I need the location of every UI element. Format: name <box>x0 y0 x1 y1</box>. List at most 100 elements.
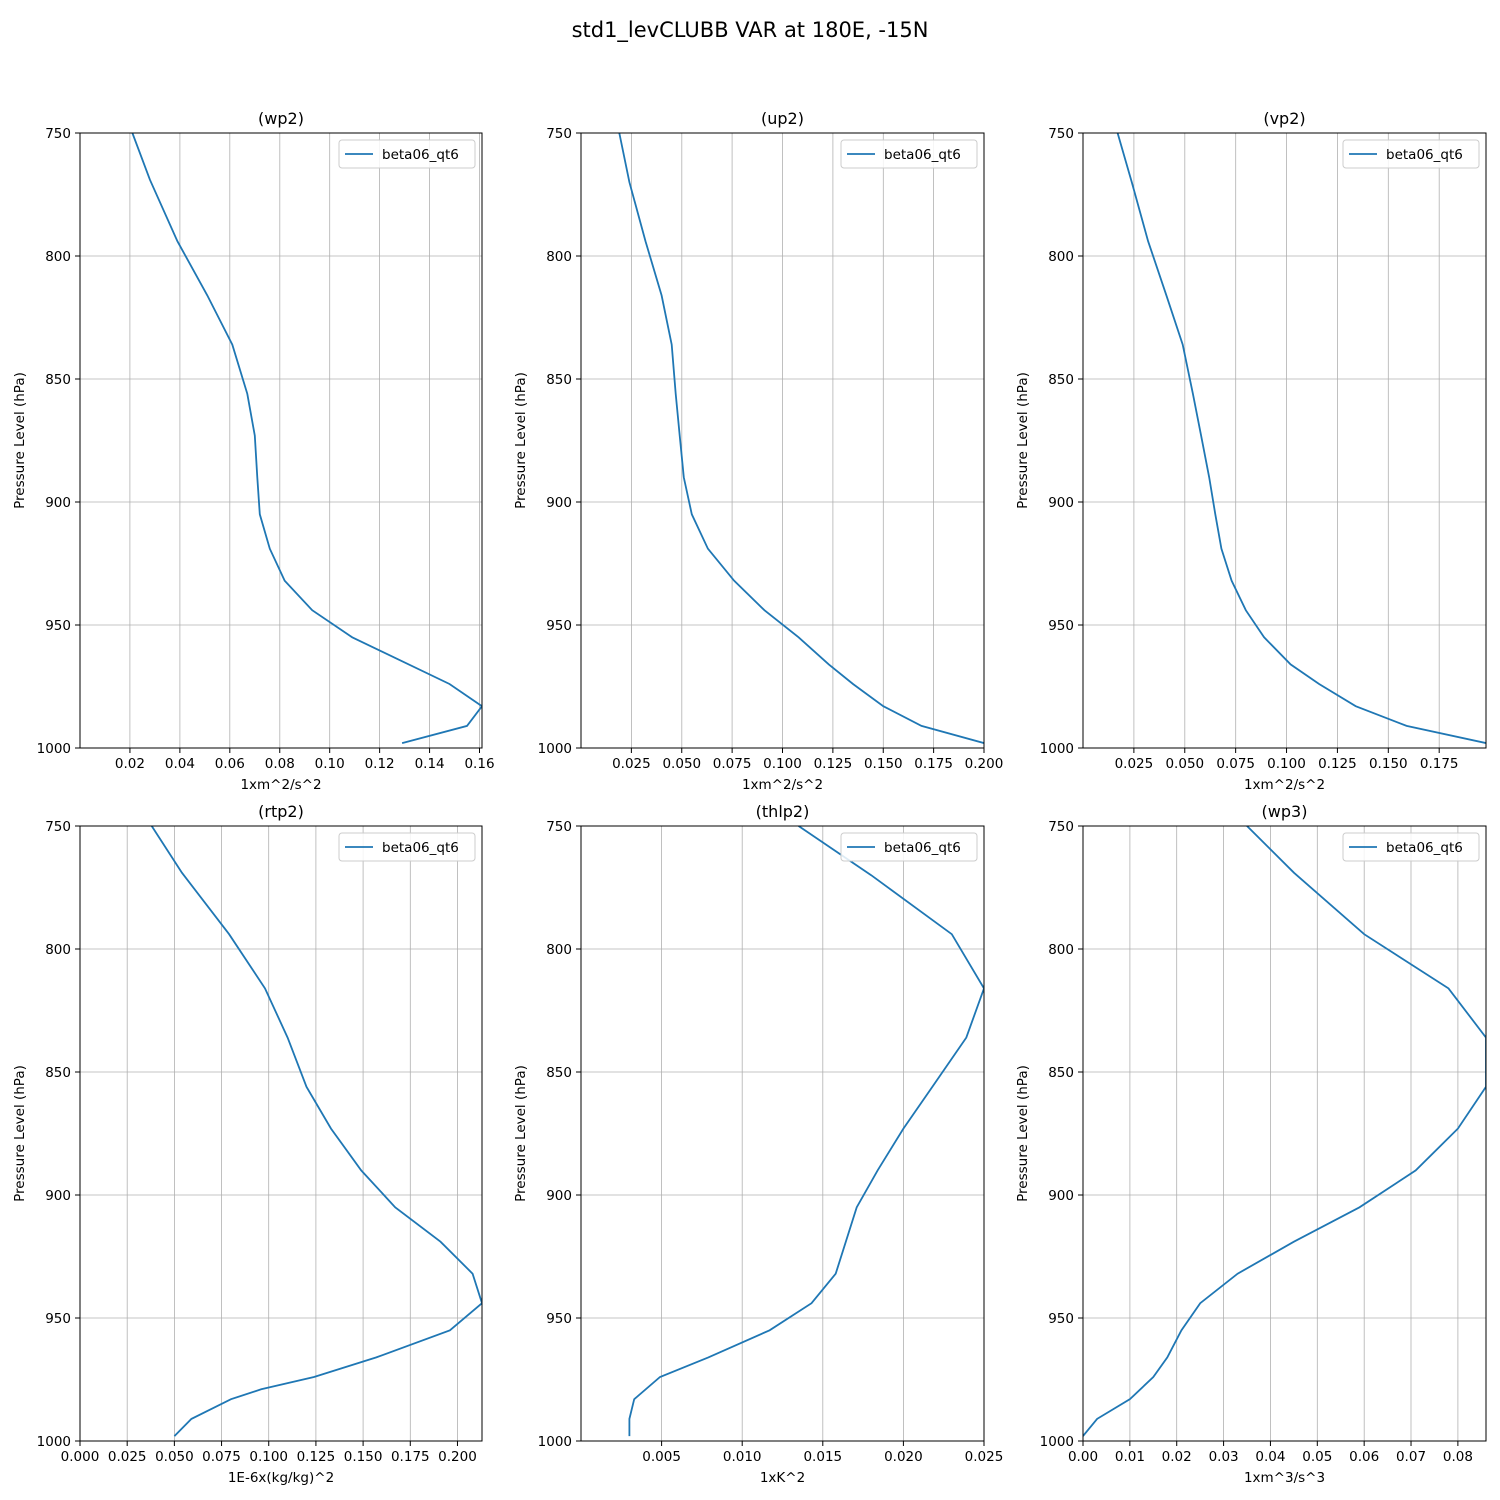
y-tick-label: 1000 <box>1040 741 1074 757</box>
subplot-5: 0.00 0.01 0.02 0.03 0.04 0.05 0.06 0.07 0.08 750 8… <box>1015 802 1487 1486</box>
y-tick-label: 1000 <box>1040 1434 1074 1450</box>
subplot-2: 0.025 0.050 0.075 0.100 0.125 0.150 0.175 750 80… <box>1015 109 1487 793</box>
legend: beta06_qt6 <box>338 832 476 862</box>
x-tick-label: 0.07 <box>1396 1449 1426 1465</box>
y-tick-label: 850 <box>546 372 572 388</box>
x-tick-label: 0.150 <box>1369 756 1408 772</box>
y-tick-label: 950 <box>1048 1311 1074 1327</box>
legend-entry: beta06_qt6 <box>1386 840 1463 856</box>
x-tick-label: 0.04 <box>1255 1449 1285 1465</box>
y-tick-label: 850 <box>546 1065 572 1081</box>
y-tick-label: 850 <box>45 372 71 388</box>
x-tick-label: 0.100 <box>763 756 802 772</box>
x-tick-label: 0.075 <box>713 756 752 772</box>
legend: beta06_qt6 <box>840 832 978 862</box>
x-tick-label: 0.175 <box>914 756 953 772</box>
legend-box <box>338 832 476 862</box>
y-tick-label: 950 <box>45 1311 71 1327</box>
legend-box <box>338 139 476 169</box>
y-tick-label: 900 <box>1048 495 1074 511</box>
x-tick-label: 0.100 <box>249 1449 288 1465</box>
y-tick-label: 900 <box>546 495 572 511</box>
axes-frame <box>1082 825 1487 1442</box>
axes-frame <box>79 825 483 1442</box>
x-tick-label: 0.125 <box>814 756 853 772</box>
x-tick-label: 0.200 <box>438 1449 477 1465</box>
subplot-title: (wp3) <box>1262 802 1308 821</box>
y-tick-label: 850 <box>45 1065 71 1081</box>
x-tick-label: 0.125 <box>1318 756 1357 772</box>
legend-entry: beta06_qt6 <box>1386 147 1463 163</box>
subplot-grid: 0.02 0.04 0.06 0.08 0.10 0.12 0.14 0.16 750 800 85… <box>12 109 1487 1486</box>
y-tick-label: 950 <box>1048 618 1074 634</box>
x-tick-label: 0.075 <box>202 1449 241 1465</box>
y-tick-label: 750 <box>1048 126 1074 142</box>
x-tick-label: 0.08 <box>1443 1449 1473 1465</box>
y-tick-label: 1000 <box>538 1434 572 1450</box>
x-tick-label: 0.06 <box>215 756 245 772</box>
x-tick-label: 0.08 <box>265 756 295 772</box>
x-tick-label: 0.10 <box>315 756 345 772</box>
x-tick-label: 0.00 <box>1068 1449 1098 1465</box>
x-tick-label: 0.025 <box>1115 756 1154 772</box>
x-tick-label: 0.05 <box>1302 1449 1332 1465</box>
legend-box <box>840 832 978 862</box>
legend-box <box>1342 139 1480 169</box>
x-tick-label: 0.02 <box>1162 1449 1192 1465</box>
subplot-0: 0.02 0.04 0.06 0.08 0.10 0.12 0.14 0.16 750 800 85… <box>12 109 495 793</box>
figure-title: std1_levCLUBB VAR at 180E, -15N <box>572 18 929 43</box>
series-line-0 <box>618 133 984 744</box>
x-tick-label: 0.050 <box>155 1449 194 1465</box>
x-tick-label: 0.100 <box>1267 756 1306 772</box>
y-tick-label: 800 <box>1048 942 1074 958</box>
x-axis-label: 1xK^2 <box>760 1470 805 1486</box>
subplot-title: (up2) <box>761 109 804 128</box>
x-tick-label: 0.050 <box>1165 756 1204 772</box>
x-tick-label: 0.200 <box>965 756 1004 772</box>
axes-frame <box>1082 132 1487 749</box>
y-tick-label: 850 <box>1048 1065 1074 1081</box>
y-tick-label: 900 <box>1048 1188 1074 1204</box>
y-axis-label: Pressure Level (hPa) <box>1015 1065 1031 1202</box>
y-tick-label: 750 <box>546 819 572 835</box>
x-tick-label: 0.01 <box>1115 1449 1145 1465</box>
y-axis-label: Pressure Level (hPa) <box>1015 372 1031 509</box>
x-tick-label: 0.010 <box>723 1449 762 1465</box>
subplot-title: (thlp2) <box>756 802 810 821</box>
y-tick-label: 950 <box>546 618 572 634</box>
y-tick-label: 800 <box>1048 249 1074 265</box>
x-tick-label: 0.02 <box>115 756 145 772</box>
y-tick-label: 800 <box>45 249 71 265</box>
legend-entry: beta06_qt6 <box>382 840 459 856</box>
x-tick-label: 0.025 <box>612 756 651 772</box>
y-tick-label: 900 <box>45 1188 71 1204</box>
series-line-0 <box>131 133 482 744</box>
subplot-4: 0.005 0.010 0.015 0.020 0.025 750 800 850 900 950… <box>513 802 1003 1486</box>
x-tick-label: 0.005 <box>642 1449 681 1465</box>
x-axis-label: 1xm^2/s^2 <box>240 777 321 793</box>
subplot-1: 0.025 0.050 0.075 0.100 0.125 0.150 0.175 0.200… <box>513 109 1003 793</box>
x-tick-label: 0.150 <box>864 756 903 772</box>
series-line-0 <box>1083 826 1486 1437</box>
x-tick-label: 0.075 <box>1216 756 1255 772</box>
y-tick-label: 800 <box>546 249 572 265</box>
y-tick-label: 800 <box>45 942 71 958</box>
x-tick-label: 0.050 <box>662 756 701 772</box>
axes-frame <box>580 825 985 1442</box>
y-axis-label: Pressure Level (hPa) <box>12 1065 28 1202</box>
x-tick-label: 0.125 <box>297 1449 336 1465</box>
x-tick-label: 0.03 <box>1209 1449 1239 1465</box>
x-tick-label: 0.150 <box>344 1449 383 1465</box>
x-tick-label: 0.175 <box>1420 756 1459 772</box>
x-tick-label: 0.16 <box>464 756 494 772</box>
x-axis-label: 1xm^2/s^2 <box>1244 777 1325 793</box>
y-tick-label: 900 <box>45 495 71 511</box>
y-axis-label: Pressure Level (hPa) <box>12 372 28 509</box>
subplot-title: (wp2) <box>258 109 304 128</box>
series-line-0 <box>628 826 984 1437</box>
subplot-3: 0.000 0.025 0.050 0.075 0.100 0.125 0.150 0.175… <box>12 802 483 1486</box>
series-line-0 <box>1116 133 1486 744</box>
legend-entry: beta06_qt6 <box>382 147 459 163</box>
